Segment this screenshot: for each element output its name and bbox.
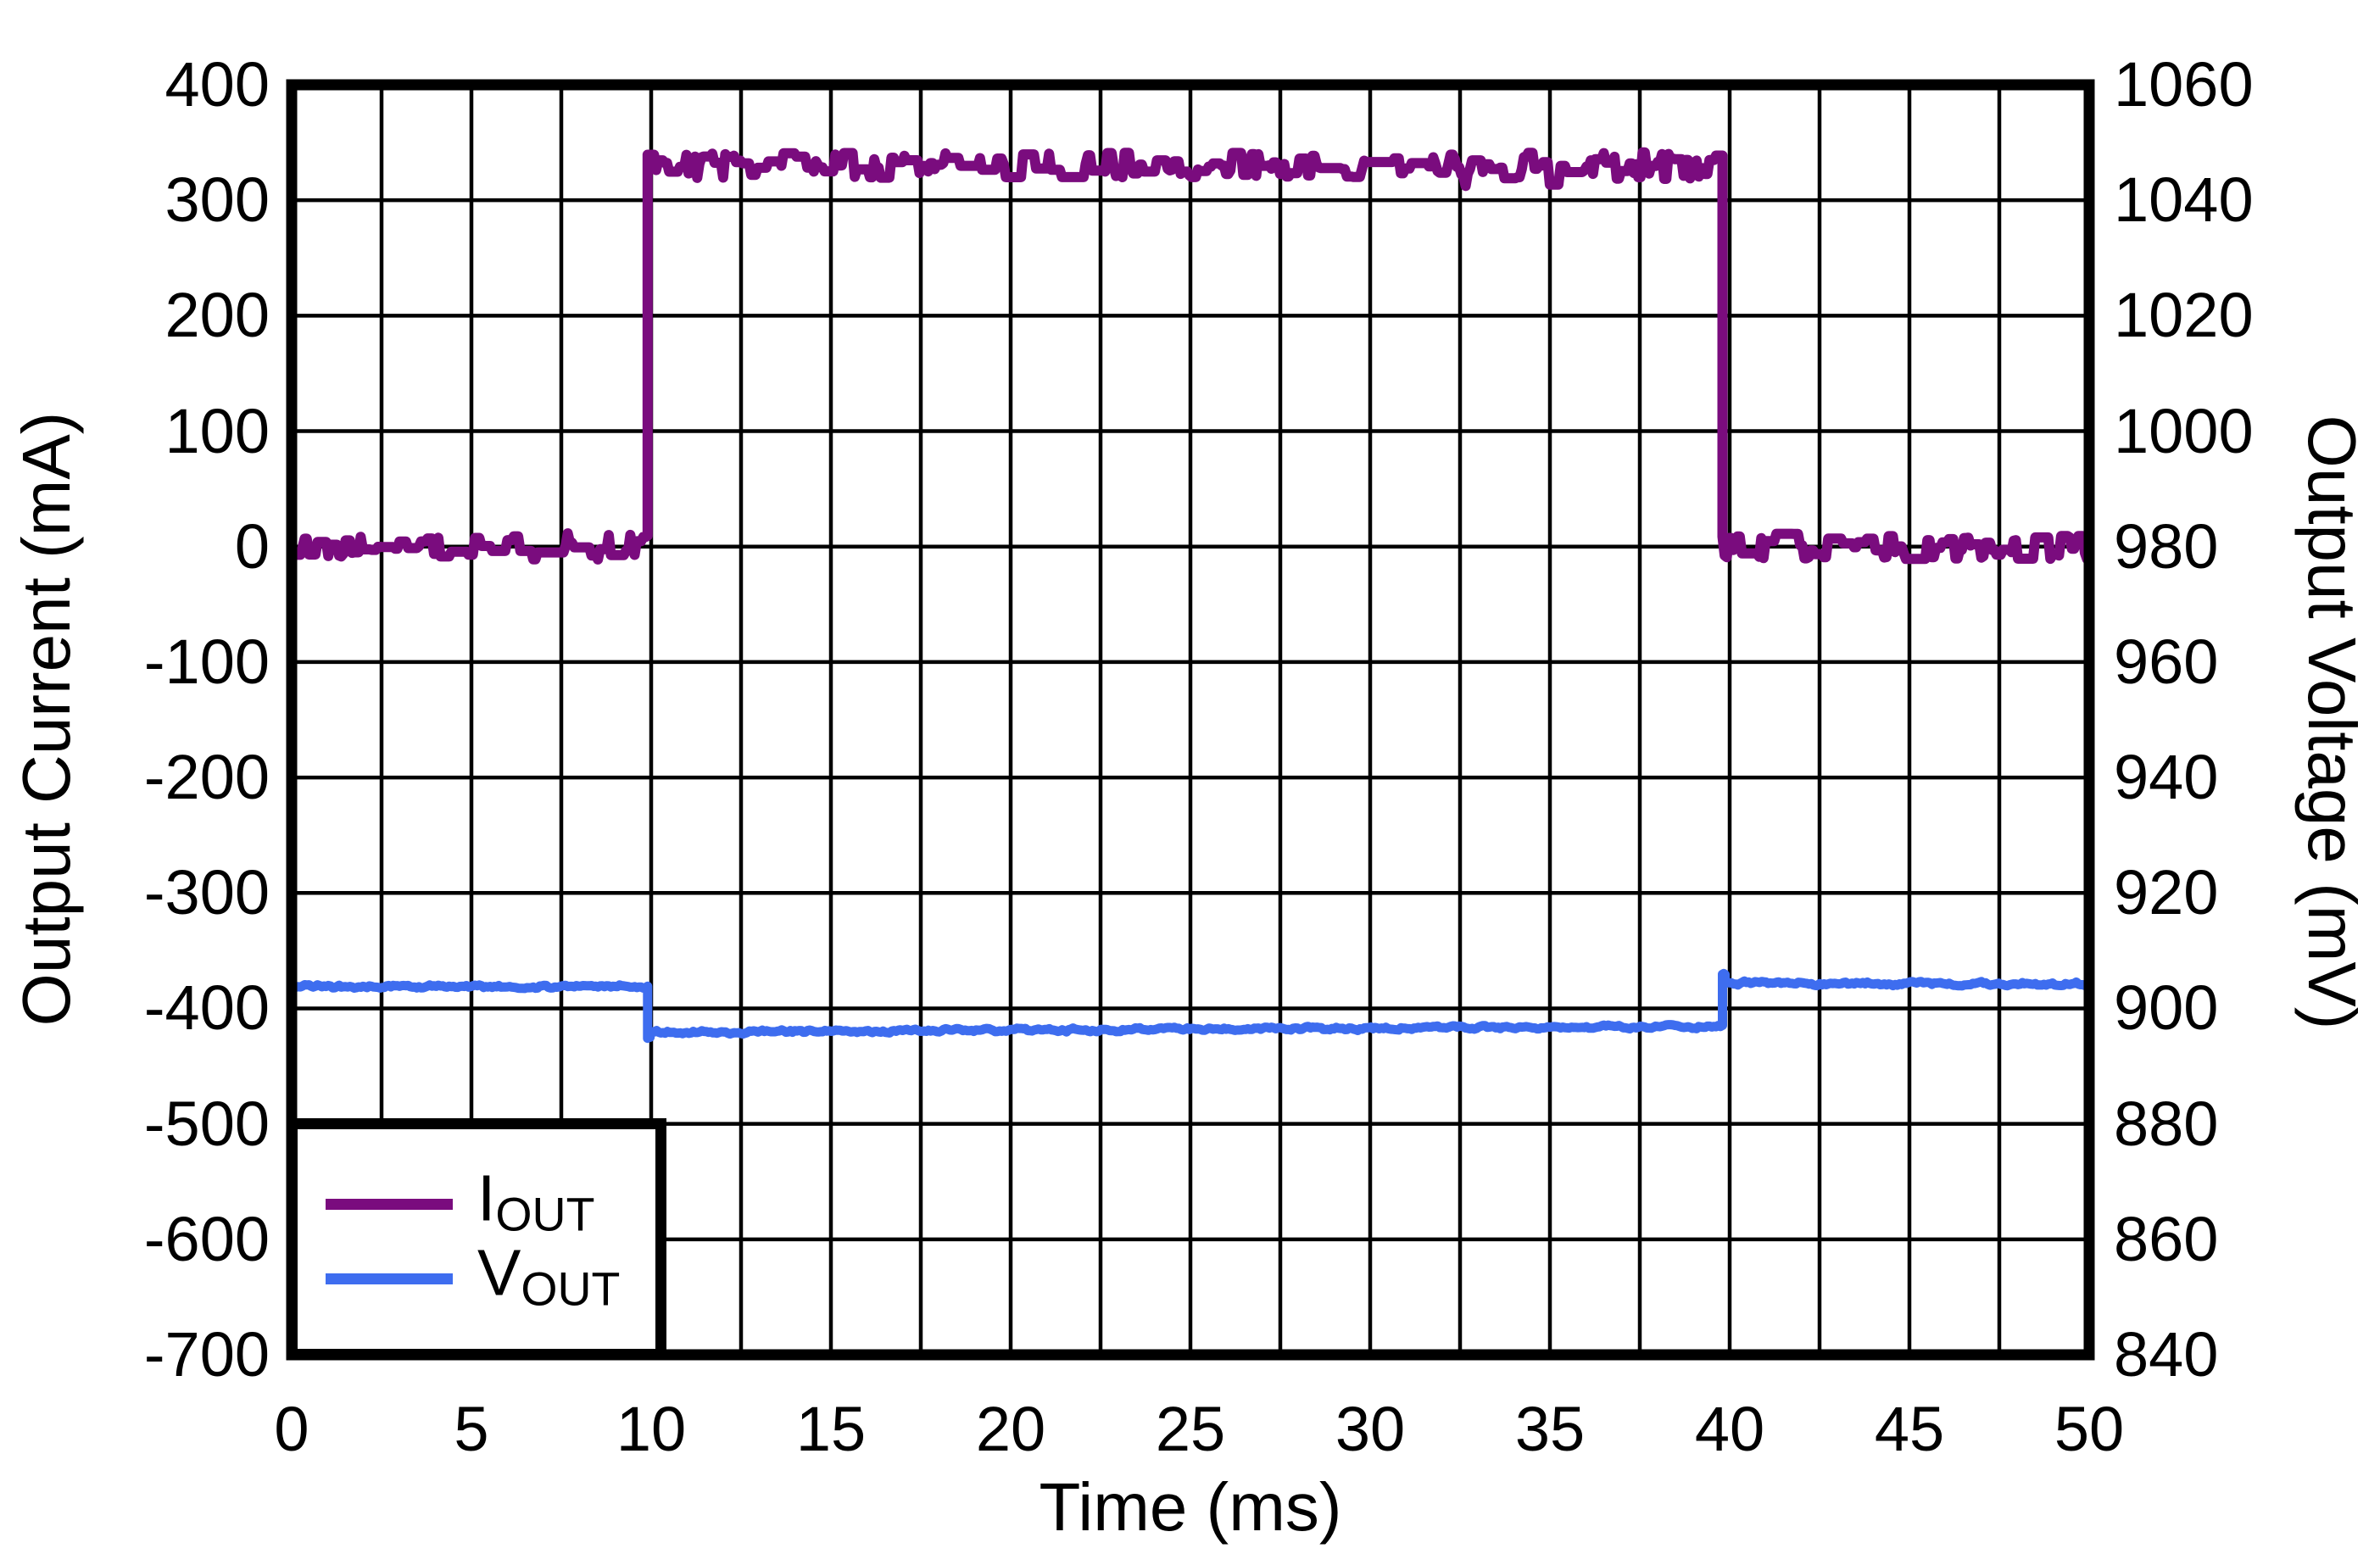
y-right-tick-label: 1040: [2114, 164, 2254, 236]
x-axis-title: Time (ms): [1039, 1469, 1342, 1545]
y-left-tick-label: -100: [143, 626, 270, 697]
x-tick-label: 10: [616, 1394, 687, 1464]
legend-box: IOUT VOUT: [287, 1118, 666, 1360]
x-tick-label: 40: [1694, 1394, 1765, 1464]
y-left-tick-label: 0: [234, 510, 270, 582]
y-left-tick-label: 200: [164, 280, 270, 351]
x-tick-label: 20: [975, 1394, 1046, 1464]
y-left-tick-label: 400: [164, 49, 270, 120]
vout-trace: [287, 968, 2094, 1044]
y-left-tick-label: -500: [143, 1088, 270, 1159]
plot-border: [286, 79, 2095, 1361]
y-left-tick-label: -300: [143, 857, 270, 928]
y-right-tick-label: 980: [2114, 510, 2219, 582]
x-tick-label: 45: [1874, 1394, 1945, 1464]
iout-legend-label: IOUT: [477, 1161, 595, 1241]
y-right-tick-label: 1000: [2114, 395, 2254, 466]
y-right-tick-label: 1020: [2114, 280, 2254, 351]
x-tick-label: 5: [454, 1394, 489, 1464]
vout-legend-label: VOUT: [477, 1236, 621, 1316]
y-left-tick-label: -200: [143, 742, 270, 813]
iout-trace: [287, 147, 2094, 565]
y-right-axis-title: Output Voltage (mV): [2294, 415, 2370, 1030]
y-left-tick-label: 300: [164, 164, 270, 236]
x-tick-label: 15: [795, 1394, 867, 1464]
y-right-tick-label: 1060: [2114, 49, 2254, 120]
y-right-tick-label: 880: [2114, 1088, 2219, 1159]
x-tick-label: 50: [2054, 1394, 2125, 1464]
y-right-tick-label: 900: [2114, 972, 2219, 1044]
y-right-tick-label: 920: [2114, 857, 2219, 928]
y-right-tick-label: 860: [2114, 1203, 2219, 1274]
iout-line-swatch: [326, 1199, 453, 1210]
y-left-tick-label: -600: [143, 1203, 270, 1274]
y-left-tick-label: -700: [143, 1319, 270, 1390]
vout-line-swatch: [326, 1273, 453, 1284]
y-right-tick-label: 960: [2114, 626, 2219, 697]
y-left-axis-title: Output Current (mA): [8, 411, 84, 1027]
y-left-tick-label: -400: [143, 972, 270, 1044]
y-left-tick-label: 100: [164, 395, 270, 466]
x-tick-label: 30: [1335, 1394, 1406, 1464]
x-tick-label: 35: [1514, 1394, 1586, 1464]
x-tick-label: 0: [274, 1394, 309, 1464]
y-right-tick-label: 940: [2114, 742, 2219, 813]
y-right-tick-label: 840: [2114, 1319, 2219, 1390]
x-tick-label: 25: [1155, 1394, 1226, 1464]
